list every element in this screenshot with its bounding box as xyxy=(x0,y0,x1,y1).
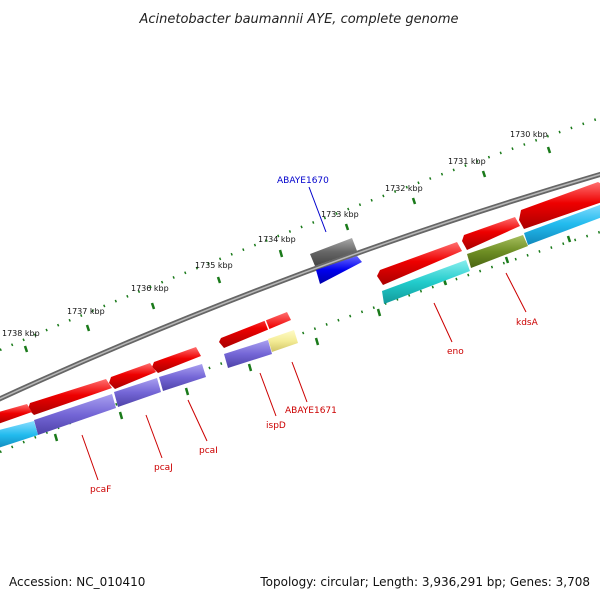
gene-label-kdsa[interactable]: kdsA xyxy=(516,318,539,328)
scale-label: 1733 kbp xyxy=(321,210,359,219)
scale-label: 1735 kbp xyxy=(195,261,233,270)
scale-label: 1736 kbp xyxy=(131,284,169,293)
reverse-strand-genes xyxy=(0,203,600,449)
gene-label-eno[interactable]: eno xyxy=(447,347,464,357)
gene-label-abaye1670[interactable]: ABAYE1670 xyxy=(277,176,329,186)
gene-arrow[interactable] xyxy=(219,312,291,348)
scale-label: 1738 kbp xyxy=(2,329,40,338)
scale-label: 1732 kbp xyxy=(385,184,423,193)
gene-arrow[interactable] xyxy=(0,404,32,425)
scale-major-ticks xyxy=(23,146,572,442)
gene-arrow[interactable] xyxy=(519,182,600,229)
gene-arrow[interactable] xyxy=(159,364,206,391)
forward-strand-genes xyxy=(0,182,600,425)
gene-arrow[interactable] xyxy=(114,378,161,407)
highlighted-genes xyxy=(310,238,362,284)
gene-arrow[interactable] xyxy=(0,421,38,449)
gene-arrow[interactable] xyxy=(462,217,520,250)
gene-arrow[interactable] xyxy=(382,260,470,304)
genome-backbone xyxy=(0,171,600,402)
accession-text: Accession: NC_010410 xyxy=(9,575,145,589)
gene-arrow[interactable] xyxy=(152,347,201,373)
scale-label: 1730 kbp xyxy=(510,130,548,139)
topology-text: Topology: circular; Length: 3,936,291 bp… xyxy=(259,575,590,589)
scale-ruler-outer xyxy=(0,116,600,352)
gene-arrow[interactable] xyxy=(109,363,156,389)
gene-leader-lines xyxy=(81,186,527,481)
scale-label: 1731 kbp xyxy=(448,157,486,166)
gene-arrow[interactable] xyxy=(224,340,272,368)
gene-labels: ABAYE1670 kdsA eno ABAYE1671 ispD pcaI p… xyxy=(90,176,539,495)
gene-arrow[interactable] xyxy=(316,256,362,284)
scale-labels: 1730 kbp 1731 kbp 1732 kbp 1733 kbp 1734… xyxy=(2,130,548,338)
gene-label-ispd[interactable]: ispD xyxy=(266,421,286,431)
scale-label: 1734 kbp xyxy=(258,235,296,244)
gene-label-pcaj[interactable]: pcaJ xyxy=(154,463,173,473)
gene-arrow[interactable] xyxy=(28,379,112,415)
scale-ruler-inner xyxy=(0,230,600,454)
gene-label-abaye1671[interactable]: ABAYE1671 xyxy=(285,406,337,416)
gene-label-pcaf[interactable]: pcaF xyxy=(90,485,111,495)
gene-label-pcai[interactable]: pcaI xyxy=(199,446,218,456)
scale-label: 1737 kbp xyxy=(67,307,105,316)
gene-arrow[interactable] xyxy=(268,330,298,352)
genome-backbone-highlight xyxy=(0,173,600,400)
gene-arrow[interactable] xyxy=(377,242,462,285)
map-title: Acinetobacter baumannii AYE, complete ge… xyxy=(138,12,458,27)
gene-arrow[interactable] xyxy=(467,235,528,268)
gene-arrow[interactable] xyxy=(524,203,600,245)
gene-arrow[interactable] xyxy=(34,394,116,435)
gene-arrow[interactable] xyxy=(310,238,357,266)
